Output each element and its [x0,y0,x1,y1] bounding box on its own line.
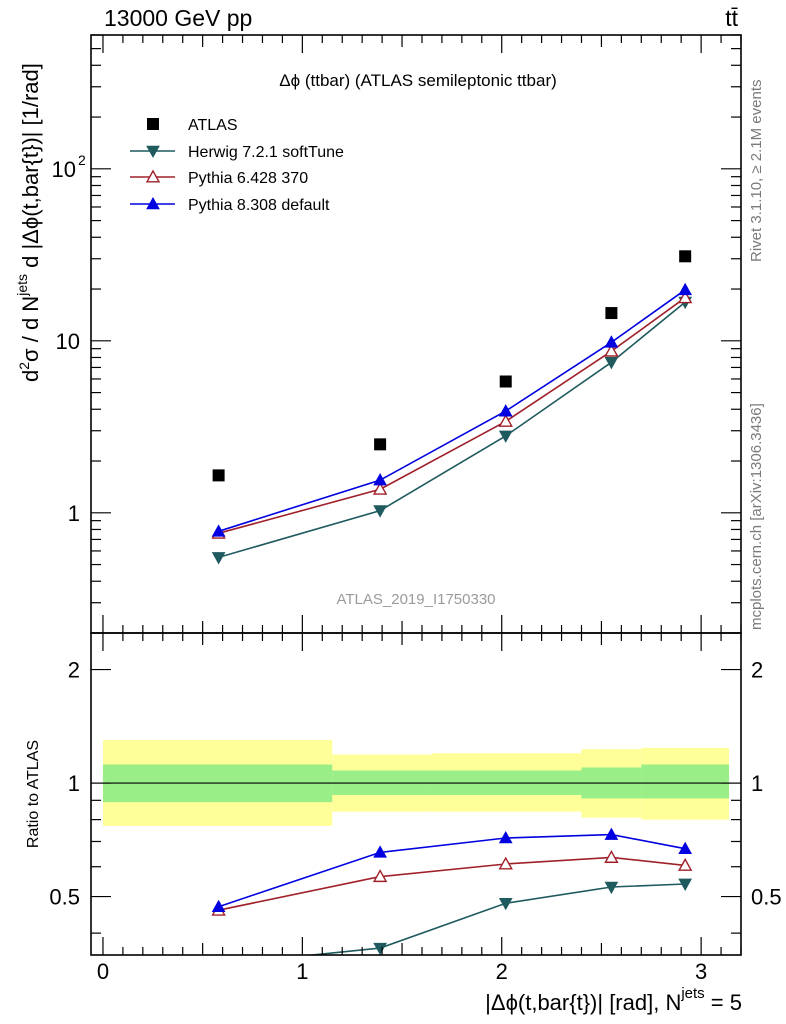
data-point-2-3 [604,343,619,357]
ratio-point-1-1 [372,869,388,883]
ratio-point-1-4 [677,857,693,871]
data-point-1-3 [604,356,619,370]
source-label: mcplots.cern.ch [arXiv:1306.3436] [748,403,765,630]
series-line-2 [218,297,686,535]
x-tick-label-1: 1 [296,959,308,984]
data-point-1-2 [498,430,513,443]
ratio-point-1-2 [498,856,513,870]
ratio-point-2-3 [604,827,619,840]
legend-label-1: Herwig 7.2.1 softTune [188,144,344,161]
x-tick-label-0: 0 [97,959,109,984]
ratio-point-2-0 [211,899,226,913]
data-point-3-2 [498,404,513,417]
data-point-2-2 [498,413,513,427]
legend-marker-3 [146,196,160,210]
y-tick-label-100: 10 [52,157,76,182]
legend-label-3: Pythia 8.308 default [188,197,330,214]
y-tick-label-100-exp: 2 [78,152,86,168]
ratio-y-tick-label-right-1: 1 [751,771,763,796]
ratio-y-tick-label-left-0: 0.5 [49,885,80,910]
ratio-point-0-0 [213,960,225,971]
ratio-ylabel: Ratio to ATLAS [25,740,42,848]
ratio-point-0-1 [373,942,387,955]
ratio-point-2-1 [373,845,387,858]
x-tick-label-3: 3 [695,959,707,984]
ratio-point-2-2 [498,830,513,844]
energy-label: 13000 GeV pp [104,5,252,31]
main-ylabel: d2σ / d Njets d |Δϕ(t,bar{t})| [1/rad] [14,63,43,382]
legend-marker-2 [145,169,161,183]
legend: ATLAS Herwig 7.2.1 softTune Pythia 6.428 3… [130,117,344,214]
data-point-0-1 [374,438,387,451]
ratio-point-1-3 [604,849,619,863]
analysis-id: ATLAS_2019_I1750330 [336,591,495,608]
ratio-point-2-4 [678,841,693,854]
data-point-3-0 [211,524,226,537]
legend-label-2: Pythia 6.428 370 [188,170,308,187]
uncertainty-band-green-4 [641,764,730,799]
process-label: tt̄ [725,5,738,31]
ratio-point-0-2 [498,897,513,911]
data-point-0-2 [499,375,512,388]
ratio-y-tick-label-right-2: 2 [751,658,763,683]
ratio-y-tick-label-right-0: 0.5 [751,885,782,910]
data-point-0-0 [212,469,225,482]
data-point-0-4 [679,250,692,263]
y-tick-label-10: 10 [56,329,80,354]
series-line-3 [218,289,686,533]
legend-marker-0 [147,118,159,130]
data-point-1-1 [373,505,387,518]
main-plot-area [211,250,693,565]
main-title: Δϕ (ttbar) (ATLAS semileptonic ttbar) [279,71,557,90]
x-tick-label-2: 2 [496,959,508,984]
ratio-y-tick-label-left-1: 1 [68,771,80,796]
data-point-3-4 [678,282,693,296]
data-point-0-3 [605,307,618,320]
ratio-point-0-3 [604,881,619,895]
legend-label-0: ATLAS [188,117,238,134]
x-axis-label: |Δϕ(t,bar{t})| [rad], Njets = 5 [485,985,742,1015]
data-point-3-1 [373,473,387,486]
ratio-point-0-4 [678,878,693,892]
data-point-2-1 [372,481,388,495]
rivet-label: Rivet 3.1.10, ≥ 2.1M events [748,80,765,263]
legend-marker-1 [146,145,160,159]
ratio-y-tick-label-left-2: 2 [68,658,80,683]
data-point-3-3 [604,335,619,348]
ratio-axes: 0.5 0.5 1 1 2 2 0 1 2 3 [49,632,782,984]
ratio-frame [90,632,742,956]
data-point-2-4 [677,290,693,304]
y-tick-label-1: 1 [68,501,80,526]
data-point-1-0 [211,552,226,565]
ratio-plot-area [91,740,741,971]
